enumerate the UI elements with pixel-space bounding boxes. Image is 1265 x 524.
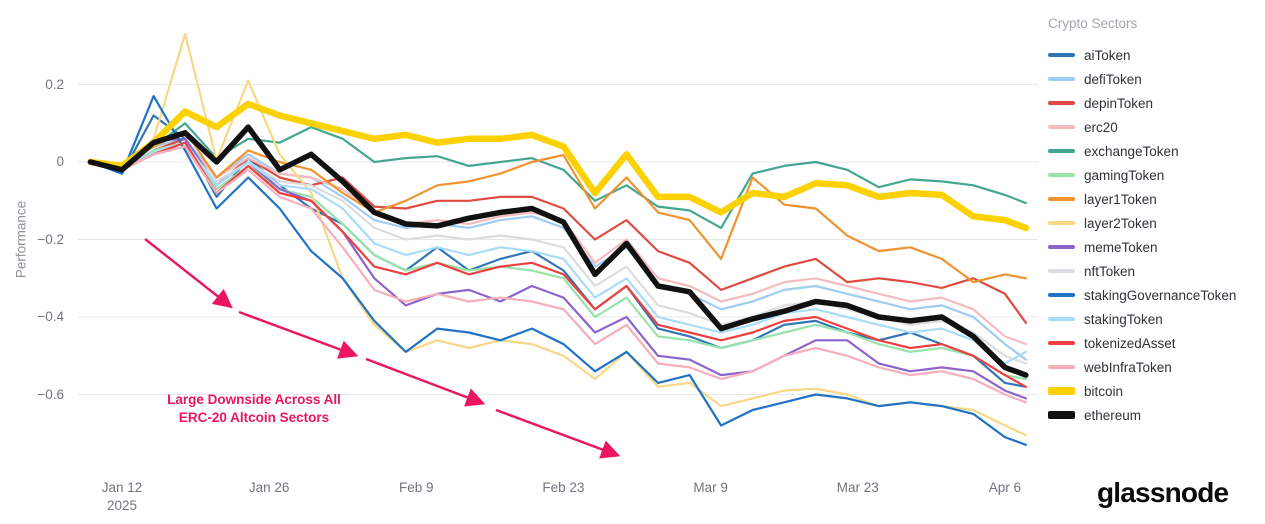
legend-label: tokenizedAsset (1084, 335, 1176, 351)
legend-label: defiToken (1084, 71, 1142, 87)
legend-swatch-depinToken (1048, 101, 1075, 105)
legend-swatch-stakingToken (1048, 317, 1075, 321)
x-tick-Jan-12: Jan 12 2025 (77, 480, 167, 513)
legend-item-layer1Token[interactable]: layer1Token (1048, 187, 1263, 211)
legend-item-webInfraToken[interactable]: webInfraToken (1048, 355, 1263, 379)
legend-label: gamingToken (1084, 167, 1165, 183)
legend-items: aiToken defiToken depinToken erc20 exchangeT… (1048, 43, 1263, 427)
legend-swatch-erc20 (1048, 125, 1075, 129)
legend-swatch-layer2Token (1048, 221, 1075, 225)
legend-label: webInfraToken (1084, 359, 1172, 375)
legend-label: memeToken (1084, 239, 1158, 255)
series-line-layer1Token[interactable] (89, 129, 1028, 284)
x-tick-label: Jan 12 (101, 480, 143, 495)
legend-title: Crypto Sectors (1048, 16, 1138, 31)
x-tick-Mar-23: Mar 23 (813, 480, 903, 495)
x-tick-label: Apr 6 (988, 480, 1021, 495)
annotation-text: Large Downside Across All ERC-20 Altcoin… (131, 391, 377, 427)
legend-swatch-exchangeToken (1048, 149, 1075, 153)
legend-item-exchangeToken[interactable]: exchangeToken (1048, 139, 1263, 163)
legend-label: exchangeToken (1084, 143, 1179, 159)
x-tick-Jan-26: Jan 26 (224, 480, 314, 495)
legend-swatch-defiToken (1048, 77, 1075, 81)
legend-item-stakingToken[interactable]: stakingToken (1048, 307, 1263, 331)
annotation-line1: Large Downside Across All (167, 392, 341, 407)
y-tick-−0.6: −0.6 (37, 386, 64, 402)
annotation-arrow (495, 408, 621, 459)
legend-item-depinToken[interactable]: depinToken (1048, 91, 1263, 115)
legend-swatch-nftToken (1048, 269, 1075, 273)
legend-label: aiToken (1084, 47, 1131, 63)
x-tick-Feb-23: Feb 23 (518, 480, 608, 495)
annotation-line2: ERC-20 Altcoin Sectors (178, 410, 330, 425)
series-line-webInfraToken[interactable] (89, 145, 1028, 404)
legend-label: nftToken (1084, 263, 1136, 279)
legend-item-ethereum[interactable]: ethereum (1048, 403, 1263, 427)
x-tick-label: Jan 26 (248, 480, 290, 495)
legend-swatch-layer1Token (1048, 197, 1075, 201)
x-tick-label: Mar 23 (836, 480, 879, 495)
x-tick-Feb-9: Feb 9 (371, 480, 461, 495)
legend-label: ethereum (1084, 407, 1142, 423)
x-tick-label: Feb 23 (542, 480, 585, 495)
annotation-arrow (144, 238, 233, 309)
legend-swatch-ethereum (1048, 411, 1075, 419)
legend-swatch-webInfraToken (1048, 365, 1075, 369)
series-line-layer2Token[interactable] (89, 32, 1028, 437)
legend-label: layer1Token (1084, 191, 1157, 207)
annotation-arrow (365, 357, 486, 407)
x-tick-label: Mar 9 (693, 480, 728, 495)
legend-label: stakingGovernanceToken (1084, 287, 1237, 303)
legend-swatch-tokenizedAsset (1048, 341, 1075, 345)
legend-item-erc20[interactable]: erc20 (1048, 115, 1263, 139)
legend-swatch-gamingToken (1048, 173, 1075, 177)
legend-label: layer2Token (1084, 215, 1157, 231)
legend-label: bitcoin (1084, 383, 1124, 399)
legend-swatch-memeToken (1048, 245, 1075, 249)
series-line-stakingGovernanceToken[interactable] (89, 94, 1028, 446)
legend-swatch-aiToken (1048, 53, 1075, 57)
legend-item-defiToken[interactable]: defiToken (1048, 67, 1263, 91)
annotation-arrow (238, 310, 359, 359)
series-line-gamingToken[interactable] (89, 141, 1028, 381)
y-tick-0.2: 0.2 (45, 76, 64, 92)
series-line-bitcoin[interactable] (87, 100, 1030, 232)
glassnode-logo: glassnode (1097, 477, 1229, 508)
legend-swatch-bitcoin (1048, 387, 1075, 395)
series-line-tokenizedAsset[interactable] (89, 141, 1028, 388)
series-line-exchangeToken[interactable] (89, 122, 1028, 229)
x-tick-Mar-9: Mar 9 (666, 480, 756, 495)
legend-item-tokenizedAsset[interactable]: tokenizedAsset (1048, 331, 1263, 355)
x-tick-label: Feb 9 (399, 480, 434, 495)
legend-item-aiToken[interactable]: aiToken (1048, 43, 1263, 67)
legend-swatch-stakingGovernanceToken (1048, 293, 1075, 297)
legend-item-gamingToken[interactable]: gamingToken (1048, 163, 1263, 187)
legend-label: stakingToken (1084, 311, 1163, 327)
legend-item-nftToken[interactable]: nftToken (1048, 259, 1263, 283)
series-line-ethereum[interactable] (87, 124, 1029, 378)
series-line-stakingToken[interactable] (89, 141, 1028, 365)
x-tick-Apr-6: Apr 6 (960, 480, 1050, 495)
legend-item-layer2Token[interactable]: layer2Token (1048, 211, 1263, 235)
series-line-defiToken[interactable] (89, 137, 1028, 361)
legend-item-memeToken[interactable]: memeToken (1048, 235, 1263, 259)
y-tick-−0.2: −0.2 (37, 231, 64, 247)
legend: Crypto Sectors aiToken defiToken depinToke… (1048, 16, 1263, 427)
legend-item-stakingGovernanceToken[interactable]: stakingGovernanceToken (1048, 283, 1263, 307)
y-tick-−0.4: −0.4 (37, 309, 64, 324)
legend-label: depinToken (1084, 95, 1154, 111)
x-tick-year: 2025 (106, 498, 138, 513)
legend-label: erc20 (1084, 119, 1118, 135)
y-tick-0: 0 (56, 154, 64, 169)
legend-item-bitcoin[interactable]: bitcoin (1048, 379, 1263, 403)
